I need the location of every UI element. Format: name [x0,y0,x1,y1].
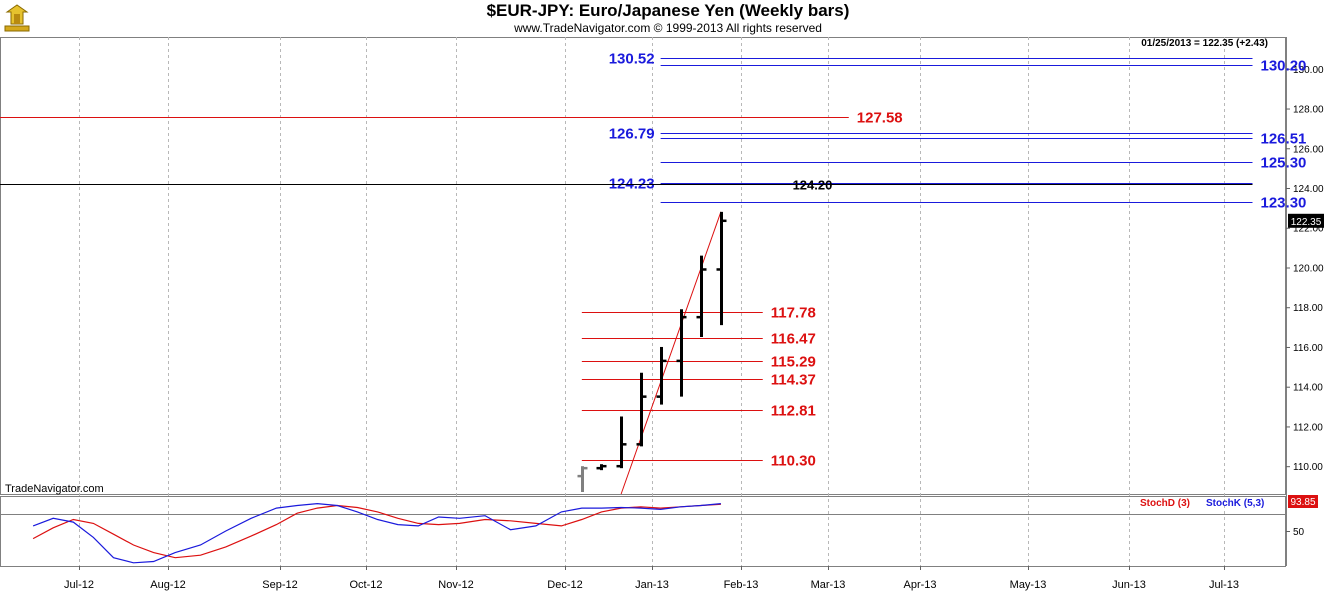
level-label-125.30: 125.30 [1261,155,1307,172]
level-label-114.37: 114.37 [771,372,816,389]
x-tick-label: May-13 [1010,579,1047,591]
level-label-130.20: 130.20 [1261,58,1307,75]
level-label-110.30: 110.30 [771,453,816,470]
oscillator-last-value-label: 93.85 [1290,497,1315,508]
level-label-126.79: 126.79 [609,126,655,143]
x-tick-label: Nov-12 [438,579,473,591]
oscillator-panel-frame [0,496,1286,567]
level-label-123.30: 123.30 [1261,195,1307,212]
x-tick-label: Jun-13 [1112,579,1146,591]
x-tick-label: Jul-12 [64,579,94,591]
y-tick-label: 120.00 [1293,263,1324,274]
level-label-130.52: 130.52 [609,51,655,68]
last-price-flag [1288,213,1324,228]
x-tick-label: Sep-12 [262,579,297,591]
level-label-112.81: 112.81 [771,403,816,420]
stoch-line-k [32,502,721,564]
last-price-label: 122.35 [1291,217,1322,228]
y-tick-label: 110.00 [1293,462,1323,473]
x-tick-label: Oct-12 [349,579,382,591]
y-tick-label: 124.00 [1293,184,1324,195]
level-label-126.51: 126.51 [1261,131,1307,148]
price-panel-frame [0,37,1286,495]
level-label-115.29: 115.29 [771,354,816,371]
legend-stochd: StochD (3) [1140,498,1190,509]
y-tick-label: 130.00 [1293,65,1324,76]
stoch-line-d [32,503,721,559]
x-tick-label: Jan-13 [635,579,669,591]
y-tick-label: 122.00 [1293,224,1324,235]
y-tick-label: 114.00 [1293,383,1323,394]
watermark-text: TradeNavigator.com [5,483,104,495]
last-price-info: 01/25/2013 = 122.35 (+2.43) [1141,38,1268,49]
x-tick-label: Aug-12 [150,579,185,591]
trendline [620,211,722,495]
level-label-117.78: 117.78 [771,305,816,322]
y-tick-label: 116.00 [1293,343,1323,354]
level-label-116.47: 116.47 [771,331,816,348]
x-tick-label: Dec-12 [547,579,582,591]
oscillator-y-tick-label: 50 [1293,527,1305,538]
y-tick-label: 126.00 [1293,144,1324,155]
chart-title: $EUR-JPY: Euro/Japanese Yen (Weekly bars… [486,1,850,20]
level-label-124.20: 124.20 [793,178,833,193]
x-tick-label: Jul-13 [1209,579,1239,591]
level-label-127.58: 127.58 [857,110,903,127]
trade-navigator-logo-icon [3,2,31,34]
y-tick-label: 112.00 [1293,422,1323,433]
y-tick-label: 128.00 [1293,105,1324,116]
legend-stochk: StochK (5,3) [1206,498,1264,509]
oscillator-last-value-flag [1288,495,1318,508]
copyright-text: www.TradeNavigator.com © 1999-2013 All r… [514,21,822,35]
y-tick-label: 118.00 [1293,303,1323,314]
x-tick-label: Apr-13 [903,579,936,591]
x-tick-label: Feb-13 [724,579,759,591]
x-tick-label: Mar-13 [811,579,846,591]
